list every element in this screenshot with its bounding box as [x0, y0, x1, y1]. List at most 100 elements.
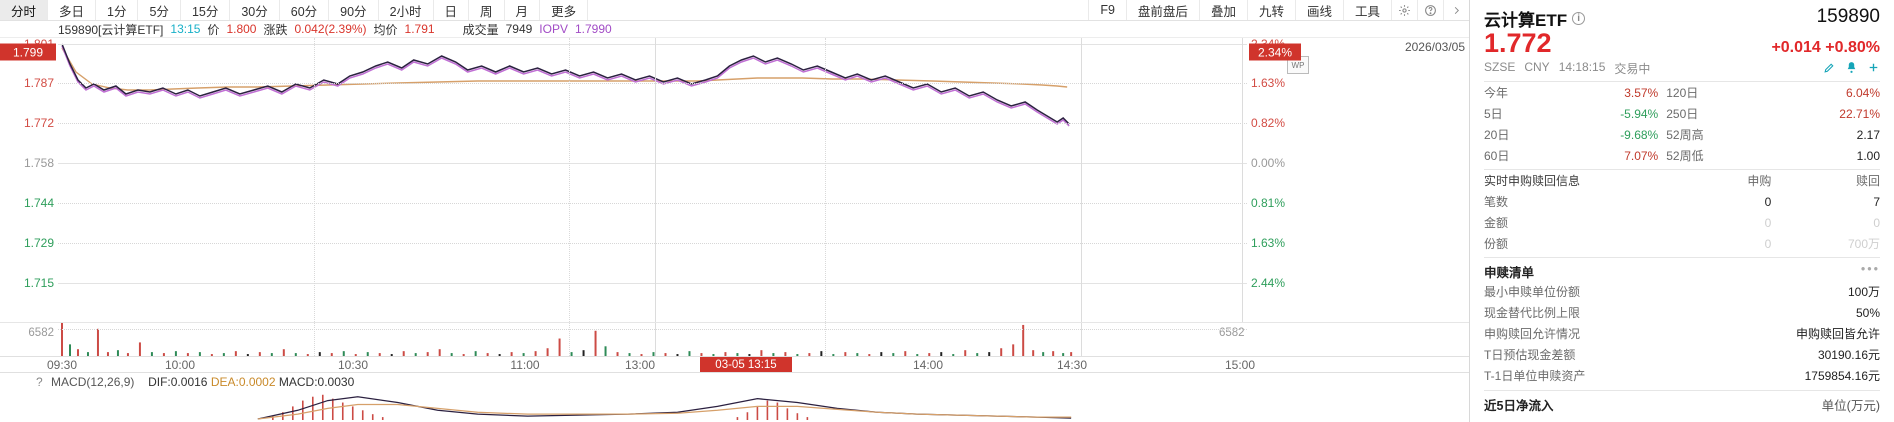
info-icon[interactable]: i [1572, 12, 1586, 25]
help-icon[interactable] [1417, 0, 1443, 20]
y-left-3: 1.758 [23, 156, 54, 170]
tab-period-0[interactable]: 分时 [0, 0, 49, 20]
panel-name-text: 云计算ETF [1484, 11, 1568, 30]
table-row: T-1日单位申赎资产 1759854.16元 [1484, 365, 1880, 386]
tab-prepost[interactable]: 盘前盘后 [1125, 0, 1199, 20]
time-label-3: 11:00 [510, 358, 540, 372]
gear-icon[interactable] [1391, 0, 1417, 20]
macd-dif: DIF:0.0016 [148, 375, 208, 389]
realtime-b-2: 700万 [1847, 237, 1880, 252]
plus-icon[interactable] [1867, 61, 1880, 77]
tab-period-1[interactable]: 多日 [48, 0, 97, 20]
macd-pane[interactable]: ? MACD(12,26,9) DIF:0.0016 DEA:0.0002 MA… [0, 372, 1469, 420]
realtime-col-redeem: 赎回 [1855, 174, 1880, 189]
realtime-a-0: 0 [1764, 194, 1772, 209]
perf-k-2: 20日 [1484, 128, 1510, 143]
time-label-0: 09:30 [46, 358, 78, 372]
list-k-3: T日预估现金差额 [1484, 348, 1576, 363]
panel-meta-row: SZSE CNY 14:18:15 交易中 [1484, 57, 1880, 81]
period-tabbar: 分时 多日 1分 5分 15分 30分 60分 90分 2小时 日 周 月 更多… [0, 0, 1469, 21]
realtime-a-1: 0 [1764, 215, 1772, 230]
quote-info-strip: 159890[云计算ETF] 13:15 价 1.800 涨跌 0.042(2.… [0, 21, 1469, 38]
realtime-b-0: 7 [1873, 194, 1880, 209]
tab-period-5[interactable]: 30分 [230, 0, 280, 20]
realtime-k-2: 份额 [1484, 237, 1509, 252]
perf-k-3: 60日 [1484, 149, 1510, 164]
tab-f9[interactable]: F9 [1088, 0, 1126, 20]
price-chart[interactable]: 1.801 1.799 1.787 1.772 1.758 1.744 1.72… [0, 37, 1469, 322]
panel-change-pct: +0.80% [1825, 39, 1880, 57]
wp-badge: WP [1287, 56, 1309, 74]
change-label: 涨跌 [263, 22, 288, 37]
avg-label: 均价 [373, 22, 398, 37]
flow-unit: 单位(万元) [1821, 399, 1880, 414]
tab-period-7[interactable]: 90分 [329, 0, 379, 20]
iopv-value: 1.7990 [574, 22, 612, 36]
tab-period-10[interactable]: 周 [469, 0, 505, 20]
table-row: 最小申赎单位份额 100万 [1484, 281, 1880, 302]
price-plot-area[interactable] [58, 38, 1247, 322]
volume-axis-right: 6582 [1219, 327, 1245, 339]
realtime-title: 实时申购赎回信息 [1484, 174, 1581, 189]
tab-period-11[interactable]: 月 [505, 0, 541, 20]
detail-panel: 云计算ETF i 159890 1.772 +0.014 +0.80% SZSE… [1470, 0, 1894, 422]
volume-pane[interactable]: 6582 6582 [0, 322, 1469, 356]
panel-change-abs: +0.014 [1771, 39, 1821, 57]
list-v-1: 50% [1855, 305, 1880, 320]
more-icon[interactable]: ••• [1860, 262, 1880, 277]
tab-period-8[interactable]: 2小时 [379, 0, 434, 20]
tab-period-3[interactable]: 5分 [138, 0, 181, 20]
volume-bars-svg [60, 323, 1073, 356]
perf-k2-0: 120日 [1666, 86, 1699, 101]
list-title-row: 申赎清单 ••• [1484, 258, 1880, 281]
list-v-0: 100万 [1847, 285, 1880, 300]
tab-period-4[interactable]: 15分 [181, 0, 231, 20]
bell-icon[interactable] [1845, 61, 1858, 77]
y-right-3: 0.00% [1251, 156, 1286, 170]
y-right-5: 1.63% [1251, 236, 1286, 250]
perf-v-1: -5.94% [1620, 106, 1659, 121]
volume-axis-left: 6582 [28, 327, 54, 339]
tab-drawline[interactable]: 画线 [1294, 0, 1343, 20]
panel-price-row: 1.772 +0.014 +0.80% [1484, 29, 1880, 58]
macd-plot-area [58, 387, 1247, 420]
price-axis-right: 2026/03/05 WP 2.34% 2.34% 1.63% 0.82% 0.… [1247, 37, 1469, 322]
last-price-badge: 1.799 [0, 43, 56, 61]
list-k-2: 申购赎回允许情况 [1484, 327, 1581, 342]
tab-overlay[interactable]: 叠加 [1198, 0, 1247, 20]
avg-value: 1.791 [404, 22, 435, 36]
panel-currency: CNY [1524, 60, 1550, 75]
tab-period-2[interactable]: 1分 [96, 0, 139, 20]
macd-help-icon[interactable]: ? [36, 375, 43, 389]
time-label-2: 10:30 [337, 358, 369, 372]
tab-tools[interactable]: 工具 [1342, 0, 1391, 20]
list-v-2: 申购赎回皆允许 [1795, 327, 1880, 342]
chevron-right-icon[interactable] [1443, 0, 1469, 20]
perf-k2-1: 250日 [1666, 107, 1699, 122]
perf-v-0: 3.57% [1624, 85, 1659, 100]
time-highlight-badge: 03-05 13:15 [700, 357, 792, 373]
macd-name: MACD(12,26,9) [51, 375, 135, 389]
tab-period-9[interactable]: 日 [434, 0, 470, 20]
y-right-1: 1.63% [1251, 76, 1286, 90]
tabbar-spacer [588, 0, 1088, 20]
tab-nineturn[interactable]: 九转 [1246, 0, 1295, 20]
table-row: 笔数 0 7 [1484, 191, 1880, 212]
table-header-row: 实时申购赎回信息 申购 赎回 [1484, 170, 1880, 191]
y-right-4: 0.81% [1251, 196, 1286, 210]
time-label-1: 10:00 [164, 358, 196, 372]
tab-period-6[interactable]: 60分 [280, 0, 330, 20]
list-title: 申赎清单 [1484, 266, 1535, 281]
time-label-5: 14:00 [912, 358, 944, 372]
perf-k-0: 今年 [1484, 86, 1509, 101]
table-row: 20日 -9.68% 52周高 2.17 [1484, 124, 1880, 145]
performance-table: 今年 3.57% 120日 6.04% 5日 -5.94% 250日 22.71… [1484, 82, 1880, 166]
time-label-4: 13:00 [624, 358, 656, 372]
edit-icon[interactable] [1823, 61, 1836, 77]
y-left-4: 1.744 [23, 196, 54, 210]
perf-v2-3: 1.00 [1856, 148, 1880, 163]
macd-series-svg [257, 394, 1072, 420]
redemption-list-table: 最小申赎单位份额 100万 现金替代比例上限 50% 申购赎回允许情况 申购赎回… [1484, 281, 1880, 386]
y-right-2: 0.82% [1251, 116, 1286, 130]
tab-period-12[interactable]: 更多 [540, 0, 589, 20]
